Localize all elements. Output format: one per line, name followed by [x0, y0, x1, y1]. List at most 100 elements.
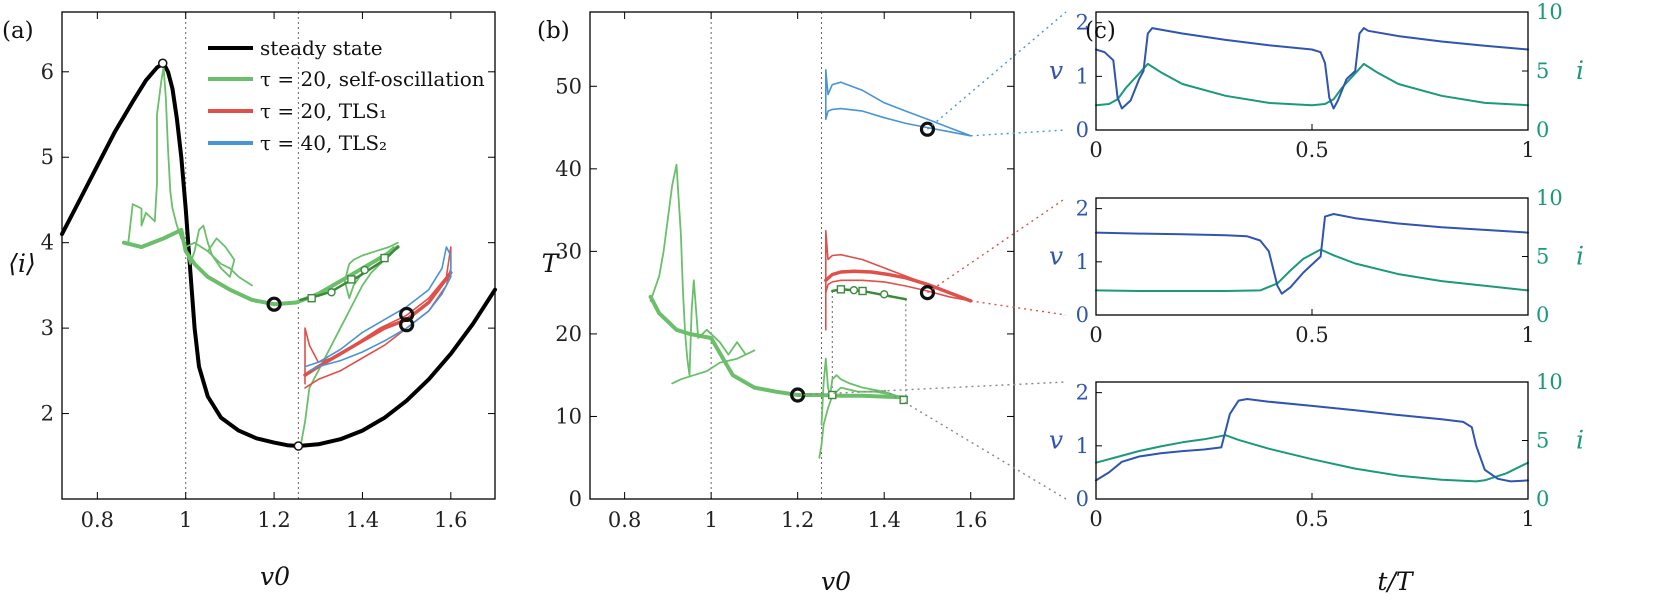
panel-c-2-xtick-label-0: 0	[1089, 507, 1102, 531]
panel-b-label: (b)	[537, 18, 570, 44]
panel-b-ytick-label-4: 40	[555, 157, 582, 181]
connector-2-bottom	[883, 389, 1067, 500]
panel-a-marker-3	[399, 306, 415, 323]
connector-0-top	[927, 11, 1067, 130]
panel-b-markers	[790, 121, 936, 405]
panel-c-1-i-series	[1095, 248, 1529, 292]
panel-a-ytick-label-0: 2	[41, 402, 54, 426]
panel-b-series-group	[648, 69, 973, 459]
panel-b-series-6	[825, 69, 972, 137]
panel-a-series-4	[299, 241, 399, 447]
panel-b-marker-6	[849, 285, 859, 295]
legend-label-self-oscillation: τ = 20, self-oscillation	[260, 67, 485, 91]
panel-a-ylabel: ⟨i⟩	[8, 249, 36, 278]
panel-b-xlabel: v0	[821, 567, 851, 596]
panel-a-axes-frame	[61, 11, 496, 500]
panel-c-1-xtick-label-2: 1	[1521, 323, 1534, 347]
panel-c-0-ylabel-i: i	[1576, 56, 1584, 85]
panel-b-ytick-label-2: 20	[555, 322, 582, 346]
panel-b-marker-1	[919, 285, 936, 301]
panel-b-ytick-label-3: 30	[555, 239, 582, 263]
panel-c-2-xtick-label-1: 0.5	[1295, 507, 1328, 531]
panel-c-xlabel: t/T	[1377, 567, 1414, 596]
panel-c-1-v-series	[1095, 213, 1529, 295]
legend-label-tls1: τ = 20, TLS₁	[260, 99, 387, 123]
panel-c-0-xtick-label-2: 1	[1521, 138, 1534, 162]
panel-b-xtick-label-1: 1	[704, 508, 717, 532]
panel-c-0-ytick-r-label-0: 0	[1536, 118, 1549, 142]
panel-b-series-5	[825, 229, 972, 331]
panel-c-2-ylabel-i: i	[1576, 426, 1584, 455]
panel-a-series-0	[60, 61, 497, 448]
panel-b-xtick-label-3: 1.4	[868, 508, 901, 532]
panel-a-marker-0	[157, 58, 168, 69]
panel-c-2-xtick-label-2: 1	[1521, 507, 1534, 531]
panel-c-2-ytick-r-label-1: 5	[1536, 429, 1549, 453]
panel-c-0-ytick-r-label-1: 5	[1536, 59, 1549, 83]
panel-c-0-i-series	[1095, 62, 1529, 107]
panel-b-ytick-label-5: 50	[555, 74, 582, 98]
panel-c-1-ytick-r-label-0: 0	[1536, 303, 1549, 327]
panel-b-ytick-label-0: 0	[569, 487, 582, 511]
panel-b-marker-3	[836, 285, 846, 294]
legend: steady state τ = 20, self-oscillation τ …	[208, 36, 485, 155]
panel-c-1-ytick-r-label-2: 10	[1536, 186, 1563, 210]
connector-2-top	[797, 381, 1067, 396]
panel-c-1-ytick-l-label-2: 2	[1076, 197, 1089, 221]
panel-b-dotted-lines	[710, 12, 907, 499]
panel-c-1-ytick-l-label-1: 1	[1076, 250, 1089, 274]
panel-a-xtick-label-0: 0.8	[81, 508, 114, 532]
panel-a-xtick-label-3: 1.4	[346, 508, 379, 532]
panel-connectors	[797, 11, 1067, 500]
panel-a-series-1	[121, 227, 400, 307]
panel-c-0-ytick-l-label-1: 1	[1076, 64, 1089, 88]
panel-c-0-ytick-l-label-0: 0	[1076, 118, 1089, 142]
panel-c-2-i-series	[1095, 434, 1529, 483]
panel-a-marker-8	[360, 265, 369, 275]
panel-b-ytick-label-1: 10	[555, 404, 582, 428]
panel-c-0-ytick-l-label-2: 2	[1076, 11, 1089, 35]
panel-a-marker-2	[266, 296, 282, 312]
panel-a-ytick-label-4: 6	[41, 60, 54, 84]
connector-1-top	[927, 197, 1067, 294]
connector-0-bottom	[970, 129, 1067, 137]
panel-a-dotted-lines	[185, 12, 299, 499]
legend-label-steady: steady state	[260, 36, 383, 60]
panel-a-marker-7	[347, 275, 356, 284]
panel-c-0-v-series	[1095, 27, 1529, 110]
panel-a-marker-6	[327, 288, 336, 297]
panel-a-ticks: 0.8 1 1.2 1.4 1.6 2 3 4 5 6	[41, 12, 495, 532]
panel-b-series-2	[818, 357, 903, 459]
panel-b-ticks: 0.8 1 1.2 1.4 1.6 0 10 20 30 40 50	[555, 12, 1014, 532]
panel-a-ytick-label-2: 4	[41, 231, 54, 255]
panel-a-series-8	[304, 246, 452, 372]
panel-a-ytick-label-3: 5	[41, 145, 54, 169]
panel-c-1-ytick-l-label-0: 0	[1076, 303, 1089, 327]
panel-c-1-xtick-label-1: 0.5	[1295, 323, 1328, 347]
panel-a-series-3	[184, 224, 236, 278]
panel-b-marker-7	[828, 390, 837, 400]
panel-b-ylabel: T	[542, 249, 561, 278]
panel-a-series-6	[303, 270, 453, 377]
panel-c-2-ytick-l-label-2: 2	[1076, 381, 1089, 405]
panel-b-xtick-label-0: 0.8	[608, 508, 641, 532]
panel-a-ytick-label-1: 3	[41, 316, 54, 340]
panel-b-marker-0	[790, 387, 806, 403]
panel-a-series-group	[60, 61, 497, 448]
panel-c-1-xtick-label-0: 0	[1089, 323, 1102, 347]
panel-c-1-ylabel-v: v	[1049, 242, 1063, 271]
panel-b-series-0	[648, 294, 908, 400]
panel-a-xlabel: v0	[260, 562, 290, 591]
panel-b-marker-4	[858, 286, 867, 296]
panel-c-2-ytick-r-label-2: 10	[1536, 370, 1563, 394]
panel-a-markers	[157, 58, 415, 451]
panel-c-0-ylabel-v: v	[1049, 56, 1063, 85]
panel-a-marker-5	[307, 294, 316, 303]
panel-a: (a) ⟨i⟩ v0 0.8 1 1.2 1.4 1.6 2 3 4 5 6 steady sta…	[2, 11, 497, 591]
panel-a-xtick-label-2: 1.2	[257, 508, 290, 532]
panel-c-0-ytick-r-label-2: 10	[1536, 0, 1563, 24]
panel-c-2-ylabel-v: v	[1049, 426, 1063, 455]
panel-c-1-ylabel-i: i	[1576, 242, 1584, 271]
